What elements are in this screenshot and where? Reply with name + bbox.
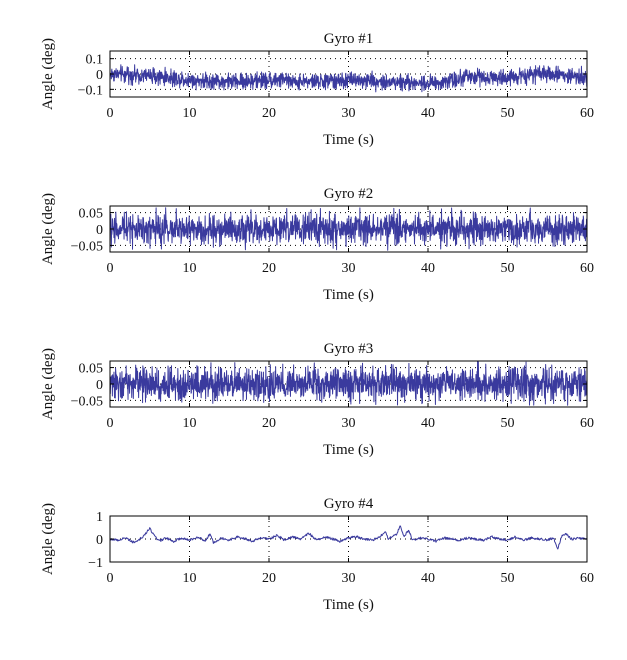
y-tick-label: 0 — [96, 223, 103, 238]
x-tick-label: 40 — [421, 106, 435, 121]
y-tick-label: −0.05 — [71, 394, 103, 409]
y-axis-label: Angle (deg) — [40, 193, 56, 265]
x-axis-label: Time (s) — [323, 132, 374, 148]
y-axis-label: Angle (deg) — [40, 503, 56, 575]
x-tick-label: 0 — [107, 571, 114, 586]
y-tick-label: 0 — [96, 378, 103, 393]
x-tick-label: 60 — [580, 261, 594, 276]
x-tick-label: 40 — [421, 416, 435, 431]
x-tick-label: 50 — [501, 571, 515, 586]
x-tick-label: 30 — [342, 416, 356, 431]
y-tick-label: 0 — [96, 68, 103, 83]
x-tick-label: 20 — [262, 106, 276, 121]
x-tick-label: 60 — [580, 571, 594, 586]
data-series-line — [109, 361, 588, 406]
x-tick-label: 40 — [421, 261, 435, 276]
data-series-line — [109, 207, 588, 251]
x-axis-label: Time (s) — [323, 287, 374, 303]
x-tick-label: 0 — [107, 416, 114, 431]
x-tick-label: 50 — [501, 416, 515, 431]
y-tick-label: 0 — [96, 533, 103, 548]
data-series-line — [109, 525, 588, 550]
chart-title: Gyro #3 — [324, 341, 374, 357]
x-tick-label: 0 — [107, 106, 114, 121]
x-tick-label: 60 — [580, 106, 594, 121]
y-tick-label: 1 — [96, 510, 103, 525]
x-tick-label: 10 — [183, 261, 197, 276]
x-tick-label: 60 — [580, 416, 594, 431]
x-tick-label: 30 — [342, 261, 356, 276]
data-series-line — [109, 64, 588, 93]
y-tick-label: −0.1 — [78, 83, 103, 98]
y-tick-label: 0.05 — [79, 362, 104, 377]
x-tick-label: 10 — [183, 571, 197, 586]
x-tick-label: 10 — [183, 416, 197, 431]
y-tick-label: 0.05 — [79, 207, 104, 222]
x-tick-label: 0 — [107, 261, 114, 276]
x-tick-label: 30 — [342, 571, 356, 586]
y-tick-label: −1 — [88, 556, 103, 571]
chart-title: Gyro #2 — [324, 186, 374, 202]
chart-title: Gyro #1 — [324, 31, 374, 47]
x-tick-label: 20 — [262, 261, 276, 276]
x-tick-label: 20 — [262, 416, 276, 431]
x-axis-label: Time (s) — [323, 442, 374, 458]
x-tick-label: 30 — [342, 106, 356, 121]
x-tick-label: 40 — [421, 571, 435, 586]
x-tick-label: 50 — [501, 261, 515, 276]
x-tick-label: 20 — [262, 571, 276, 586]
y-tick-label: 0.1 — [86, 53, 104, 68]
y-tick-label: −0.05 — [71, 239, 103, 254]
y-axis-label: Angle (deg) — [40, 38, 56, 110]
x-tick-label: 10 — [183, 106, 197, 121]
y-axis-label: Angle (deg) — [40, 348, 56, 420]
x-axis-label: Time (s) — [323, 597, 374, 613]
chart-title: Gyro #4 — [324, 496, 374, 512]
x-tick-label: 50 — [501, 106, 515, 121]
